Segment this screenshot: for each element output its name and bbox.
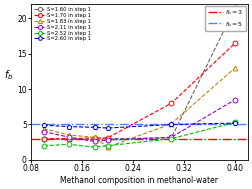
X-axis label: Methanol composition in methanol-water: Methanol composition in methanol-water (60, 176, 218, 185)
Y-axis label: $f_b$: $f_b$ (4, 68, 14, 82)
Legend: $f_b=3$, $f_b=5$: $f_b=3$, $f_b=5$ (205, 6, 246, 31)
